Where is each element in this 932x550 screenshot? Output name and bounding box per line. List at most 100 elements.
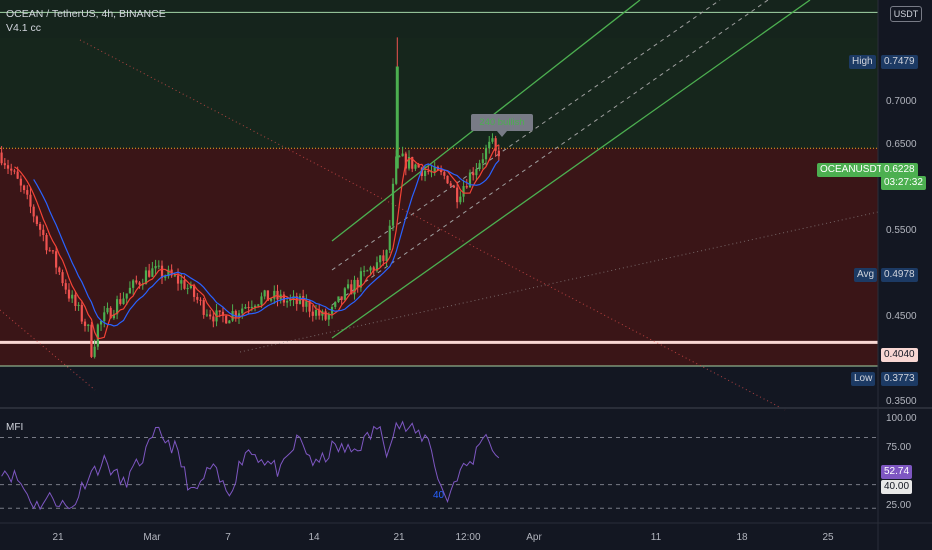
candle-body <box>411 156 414 169</box>
candle-body <box>391 183 395 226</box>
candle-body <box>318 309 321 316</box>
candle-body <box>350 284 353 295</box>
candle-body <box>99 321 103 325</box>
candle-body <box>385 250 388 261</box>
currency-button[interactable]: USDT <box>890 6 922 22</box>
lower-trend-line <box>0 309 96 391</box>
mfi-tick: 75.00 <box>886 442 912 453</box>
rising-trend-line <box>239 211 879 353</box>
candle-body <box>164 276 167 278</box>
down-trend-line <box>79 39 786 411</box>
candle-body <box>286 300 289 303</box>
candle-body <box>64 283 67 290</box>
candle-body <box>74 294 77 306</box>
candle-body <box>269 298 273 301</box>
candle-body <box>314 309 318 316</box>
price-tick: 0.3500 <box>886 396 917 407</box>
candle-body <box>234 311 237 317</box>
candle-body <box>475 169 478 176</box>
candle-body <box>205 314 209 316</box>
resistance-zone <box>0 37 878 149</box>
candle-body <box>247 307 250 309</box>
candle-body <box>456 187 459 203</box>
candle-body <box>472 172 475 176</box>
candle-body <box>45 235 48 251</box>
candle-body <box>494 138 497 151</box>
time-tick: 7 <box>225 532 231 543</box>
symbol-title: OCEAN / TetherUS, 4h, BINANCE <box>6 8 166 20</box>
price-tick: 0.7000 <box>886 96 917 107</box>
candle-body <box>157 265 160 267</box>
candle-body <box>462 186 465 197</box>
candle-body <box>192 284 196 297</box>
time-tick: 21 <box>393 532 405 543</box>
time-tick: Mar <box>143 532 161 543</box>
candle-body <box>478 163 481 170</box>
time-tick: 21 <box>52 532 64 543</box>
candle-body <box>257 304 260 306</box>
candle-body <box>263 290 266 297</box>
candle-body <box>202 300 205 315</box>
candle-body <box>346 284 350 289</box>
high-label-tag: High <box>849 55 876 69</box>
low-label-tag: Low <box>851 372 876 386</box>
candle-body <box>488 141 491 149</box>
countdown-tag: 03:27:32 <box>881 176 926 190</box>
script-title: V4.1 cc <box>6 22 42 34</box>
candle-body <box>122 298 125 304</box>
price-tick: 0.4500 <box>886 311 917 322</box>
mfi-tick: 25.00 <box>886 500 912 511</box>
mfi-tick: 100.00 <box>886 413 917 424</box>
candle-body <box>363 270 366 272</box>
candle-body <box>96 324 99 347</box>
channel-mid-upper <box>331 0 721 271</box>
time-tick: Apr <box>526 532 542 543</box>
candle-body <box>266 290 269 301</box>
candle-body <box>186 288 189 290</box>
candle-body <box>125 293 128 299</box>
spike-candle <box>395 66 399 169</box>
avg-label-tag: Avg <box>854 268 878 282</box>
price-tick: 0.6500 <box>886 139 917 150</box>
candle-body <box>51 250 55 252</box>
candle-body <box>189 284 192 289</box>
mfi-title: MFI <box>6 422 24 433</box>
candle-body <box>87 324 90 326</box>
candle-body <box>343 288 346 300</box>
candle-body <box>6 165 10 169</box>
candle-body <box>26 190 29 195</box>
candle-body <box>228 320 231 324</box>
candle-body <box>353 279 356 295</box>
candle-body <box>199 299 202 301</box>
candle-body <box>443 172 446 176</box>
candle-body <box>112 314 115 319</box>
candle-body <box>231 311 234 321</box>
candle-body <box>151 268 154 277</box>
price-tick: 0.5500 <box>886 225 917 236</box>
candle-body <box>167 269 170 277</box>
candle-body <box>109 307 112 319</box>
candle-body <box>359 271 363 288</box>
candle-body <box>144 270 148 285</box>
candle-body <box>253 305 257 308</box>
candle-body <box>42 229 45 236</box>
candle-body <box>497 150 500 157</box>
candle-body <box>449 183 452 186</box>
candle-body <box>10 168 13 171</box>
candle-body <box>3 163 6 166</box>
candle-body <box>308 301 311 312</box>
candle-body <box>90 324 93 357</box>
candle-body <box>48 250 51 252</box>
candle-body <box>491 138 494 142</box>
candle-body <box>39 224 42 230</box>
candle-body <box>119 299 122 304</box>
channel-lower <box>331 0 811 339</box>
candle-body <box>484 148 488 160</box>
candle-body <box>375 262 379 271</box>
candle-body <box>379 255 382 263</box>
candle-body <box>382 255 385 261</box>
candle-body <box>173 275 176 277</box>
candle-body <box>244 307 247 309</box>
candle-body <box>0 152 3 164</box>
